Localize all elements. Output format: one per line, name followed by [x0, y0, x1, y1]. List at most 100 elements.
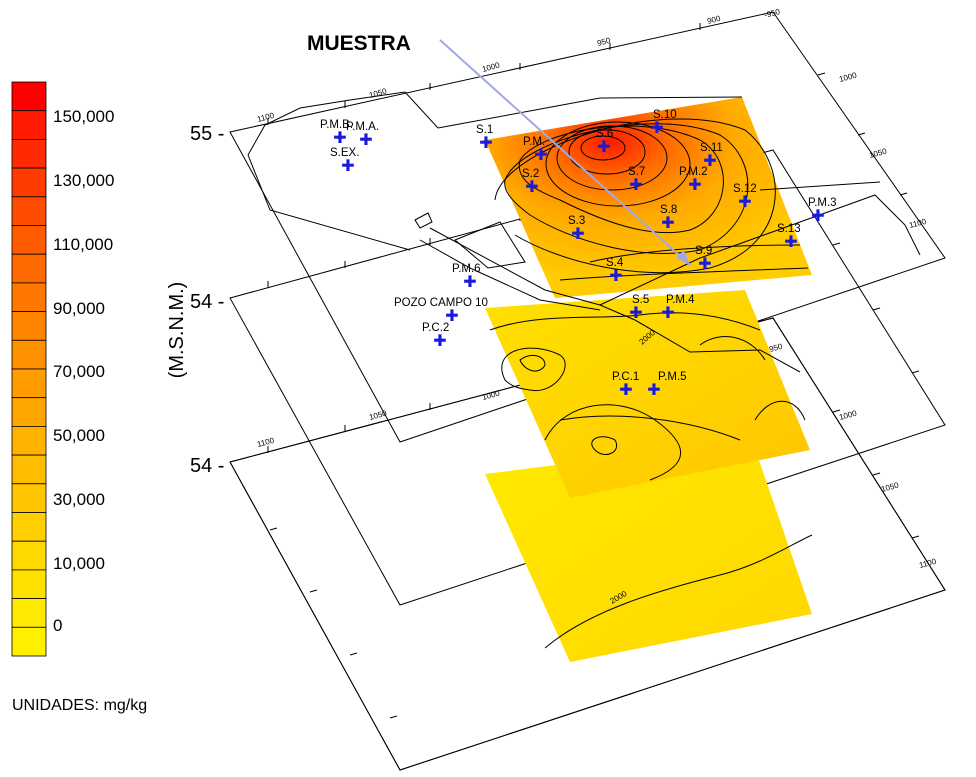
tick-label-900-top: 900	[706, 14, 722, 26]
sample-marker-icon: ✚	[571, 224, 584, 243]
color-scale-bar	[11, 81, 47, 657]
sample-label: P.M.4	[666, 294, 695, 306]
sample-label: S.9	[695, 245, 712, 257]
color-band-10	[11, 368, 47, 399]
tick-label-950-corner: -950	[763, 7, 781, 20]
sample-label: P.M.6	[452, 263, 481, 275]
sample-label: S.3	[568, 215, 585, 227]
legend-label-110000: 110,000	[53, 235, 113, 254]
tick-label-950-mid: 950	[768, 342, 784, 354]
sample-markers: ✚P.M.B.✚P.M.A.✚S.EX.✚S.1✚P.M. ✚S.6 ✚S.10✚S…	[320, 109, 837, 399]
sample-label: S.7	[628, 166, 645, 178]
sample-label: S.4	[606, 257, 624, 269]
legend-label-150000: 150,000	[53, 107, 114, 126]
y-axis-label: (M.S.N.M.)	[166, 282, 188, 379]
sample-label: P.M.B.	[320, 119, 353, 131]
tick-label-1100-right: 1100	[908, 217, 927, 230]
color-band-8	[11, 311, 47, 341]
legend-label-10000: 10,000	[53, 554, 105, 573]
sample-marker-icon: ✚	[650, 118, 663, 137]
sample-label: P.M.5	[658, 371, 687, 383]
sample-marker-icon: ✚	[661, 303, 674, 322]
sample-marker-icon: ✚	[433, 331, 446, 350]
sample-label: S.12	[733, 183, 757, 195]
legend-label-70000: 70,000	[53, 362, 105, 381]
sample-label: S.13	[777, 223, 801, 235]
sample-marker-icon: ✚	[333, 128, 346, 147]
color-band-15	[11, 512, 47, 542]
sample-label: S.8	[660, 204, 677, 216]
sample-marker-icon: ✚	[619, 380, 632, 399]
color-band-7	[11, 282, 47, 312]
sample-marker-icon: ✚	[534, 145, 547, 164]
color-band-3	[11, 167, 47, 198]
sample-marker-icon: ✚	[784, 232, 797, 251]
color-band-0	[11, 81, 47, 112]
sample-marker-icon: ✚	[597, 137, 610, 156]
contour-slab-middle: 2000	[485, 290, 810, 498]
elevation-label-top: 55 -	[190, 123, 224, 145]
sample-marker-icon: ✚	[811, 206, 824, 225]
sample-marker-icon: ✚	[738, 192, 751, 211]
color-band-18	[11, 598, 47, 628]
sample-label: S.2	[522, 168, 539, 180]
sample-label: POZO CAMPO 10	[394, 297, 488, 309]
sample-label: S.10	[653, 109, 677, 121]
callout-title: MUESTRA	[307, 32, 411, 55]
sample-marker-icon: ✚	[661, 213, 674, 232]
sample-label: P.M.3	[808, 197, 837, 209]
color-band-4	[11, 196, 47, 226]
sample-label: S.5	[632, 294, 649, 306]
color-band-13	[11, 454, 47, 485]
color-band-17	[11, 569, 47, 600]
sample-marker-icon: ✚	[525, 177, 538, 196]
color-band-6	[11, 253, 47, 284]
sample-label: S.1	[476, 124, 493, 136]
sample-marker-icon: ✚	[698, 254, 711, 273]
sample-label: S.11	[700, 142, 723, 154]
sample-marker-icon: ✚	[609, 266, 622, 285]
sample-label: P.M.A.	[346, 121, 379, 133]
elevation-label-bottom: 54 -	[190, 455, 224, 477]
tick-label-1000-right: 1000	[838, 70, 858, 83]
sample-marker-icon: ✚	[647, 380, 660, 399]
units-label: UNIDADES: mg/kg	[12, 697, 148, 714]
elevation-label-middle: 54 -	[190, 291, 224, 313]
sample-label: P.M.2	[679, 166, 708, 178]
legend-label-30000: 30,000	[53, 490, 105, 509]
sample-marker-icon: ✚	[703, 151, 716, 170]
color-band-2	[11, 138, 47, 169]
tick-label-1000-top: 1000	[481, 60, 501, 73]
color-band-5	[11, 225, 47, 255]
callout-arrow	[439, 39, 691, 266]
color-scale-labels: 150,000 130,000 110,000 90,000 70,000 50…	[53, 107, 114, 635]
sample-marker-icon: ✚	[359, 130, 372, 149]
tick-label-1100-top: 1100	[256, 111, 275, 124]
color-band-14	[11, 483, 47, 513]
sample-marker-icon: ✚	[445, 306, 458, 325]
color-band-16	[11, 540, 47, 571]
tick-label-1050-right: 1050	[868, 146, 888, 159]
color-band-11	[11, 397, 47, 427]
tick-label-1100-mid: 1100	[256, 436, 275, 449]
legend-label-90000: 90,000	[53, 299, 105, 318]
legend-label-50000: 50,000	[53, 426, 105, 445]
sample-label: P.C.2	[422, 322, 449, 334]
legend-label-0: 0	[53, 616, 62, 635]
tick-label-1100-right2: 1100	[918, 557, 937, 570]
sample-label: P.C.1	[612, 371, 639, 383]
sample-marker-icon: ✚	[479, 133, 492, 152]
color-band-19	[11, 626, 47, 657]
legend-label-130000: 130,000	[53, 171, 114, 190]
sample-marker-icon: ✚	[629, 175, 642, 194]
color-band-12	[11, 425, 47, 456]
sample-marker-icon: ✚	[463, 272, 476, 291]
sample-label: S.EX.	[330, 147, 359, 159]
sample-label: S.6	[596, 128, 613, 140]
tick-label-1050-right2: 1050	[880, 480, 900, 493]
sample-marker-icon: ✚	[341, 156, 354, 175]
color-band-1	[11, 110, 47, 140]
tick-label-1000-mid: 1000	[481, 388, 501, 401]
tick-label-950-top: 950	[596, 36, 612, 48]
